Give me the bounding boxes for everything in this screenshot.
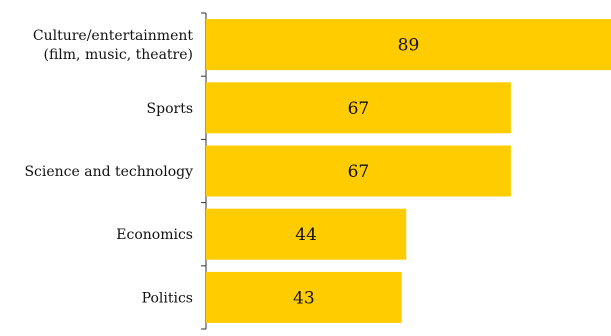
category-label-0-line-1: (film, music, theatre) xyxy=(44,47,194,63)
category-label-0-line-0: Culture/entertainment xyxy=(33,28,193,44)
category-label-2: Science and technology xyxy=(24,164,193,180)
data-label-0: 89 xyxy=(398,36,420,56)
data-label-4: 43 xyxy=(293,288,315,308)
data-label-3: 44 xyxy=(295,225,317,245)
category-label-1: Sports xyxy=(147,101,193,117)
category-label-3: Economics xyxy=(116,227,193,243)
category-label-4: Politics xyxy=(142,290,193,306)
data-label-1: 67 xyxy=(348,99,370,119)
data-label-2: 67 xyxy=(348,162,370,182)
